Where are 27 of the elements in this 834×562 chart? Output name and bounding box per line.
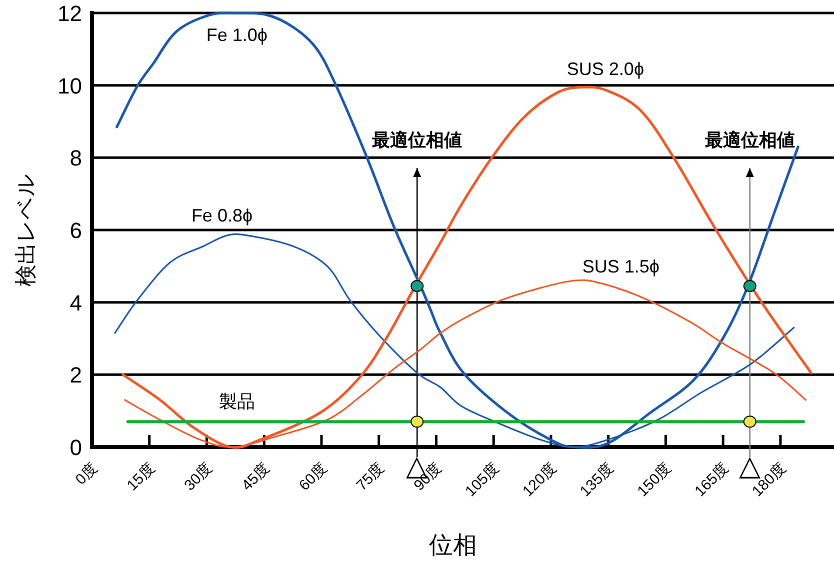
x-tick-label: 150度: [634, 460, 675, 500]
y-axis-title: 検出レベル: [13, 174, 38, 286]
series-label: SUS 1.5ϕ: [582, 256, 660, 277]
x-tick-label: 75度: [353, 460, 388, 494]
ref-line-label: 最適位相値: [704, 130, 795, 150]
y-tick-label: 2: [70, 362, 82, 388]
y-tick-label: 10: [58, 73, 82, 98]
x-tick-label: 135度: [576, 460, 618, 500]
series-label: Fe 1.0ϕ: [206, 25, 268, 45]
x-tick-label: 60度: [296, 460, 330, 494]
ref-line-label: 最適位相値: [371, 130, 462, 150]
x-tick-label: 45度: [238, 460, 273, 494]
y-tick-label: 12: [58, 1, 82, 26]
y-tick-label: 0: [70, 435, 82, 460]
y-tick-label: 4: [70, 290, 82, 316]
x-tick-label: 15度: [124, 460, 158, 494]
x-tick-label: 105度: [462, 460, 502, 500]
series-label: SUS 2.0ϕ: [566, 59, 644, 80]
x-tick-label: 120度: [519, 460, 560, 500]
x-tick-label: 0度: [72, 460, 101, 488]
x-tick-label: 165度: [692, 460, 732, 500]
x-tick-label: 30度: [181, 460, 216, 494]
y-tick-label: 6: [70, 218, 82, 243]
x-axis-title: 位相: [429, 532, 477, 559]
series-label: Fe 0.8ϕ: [191, 205, 253, 226]
y-tick-label: 8: [70, 146, 82, 171]
series-label: 製品: [218, 392, 255, 412]
